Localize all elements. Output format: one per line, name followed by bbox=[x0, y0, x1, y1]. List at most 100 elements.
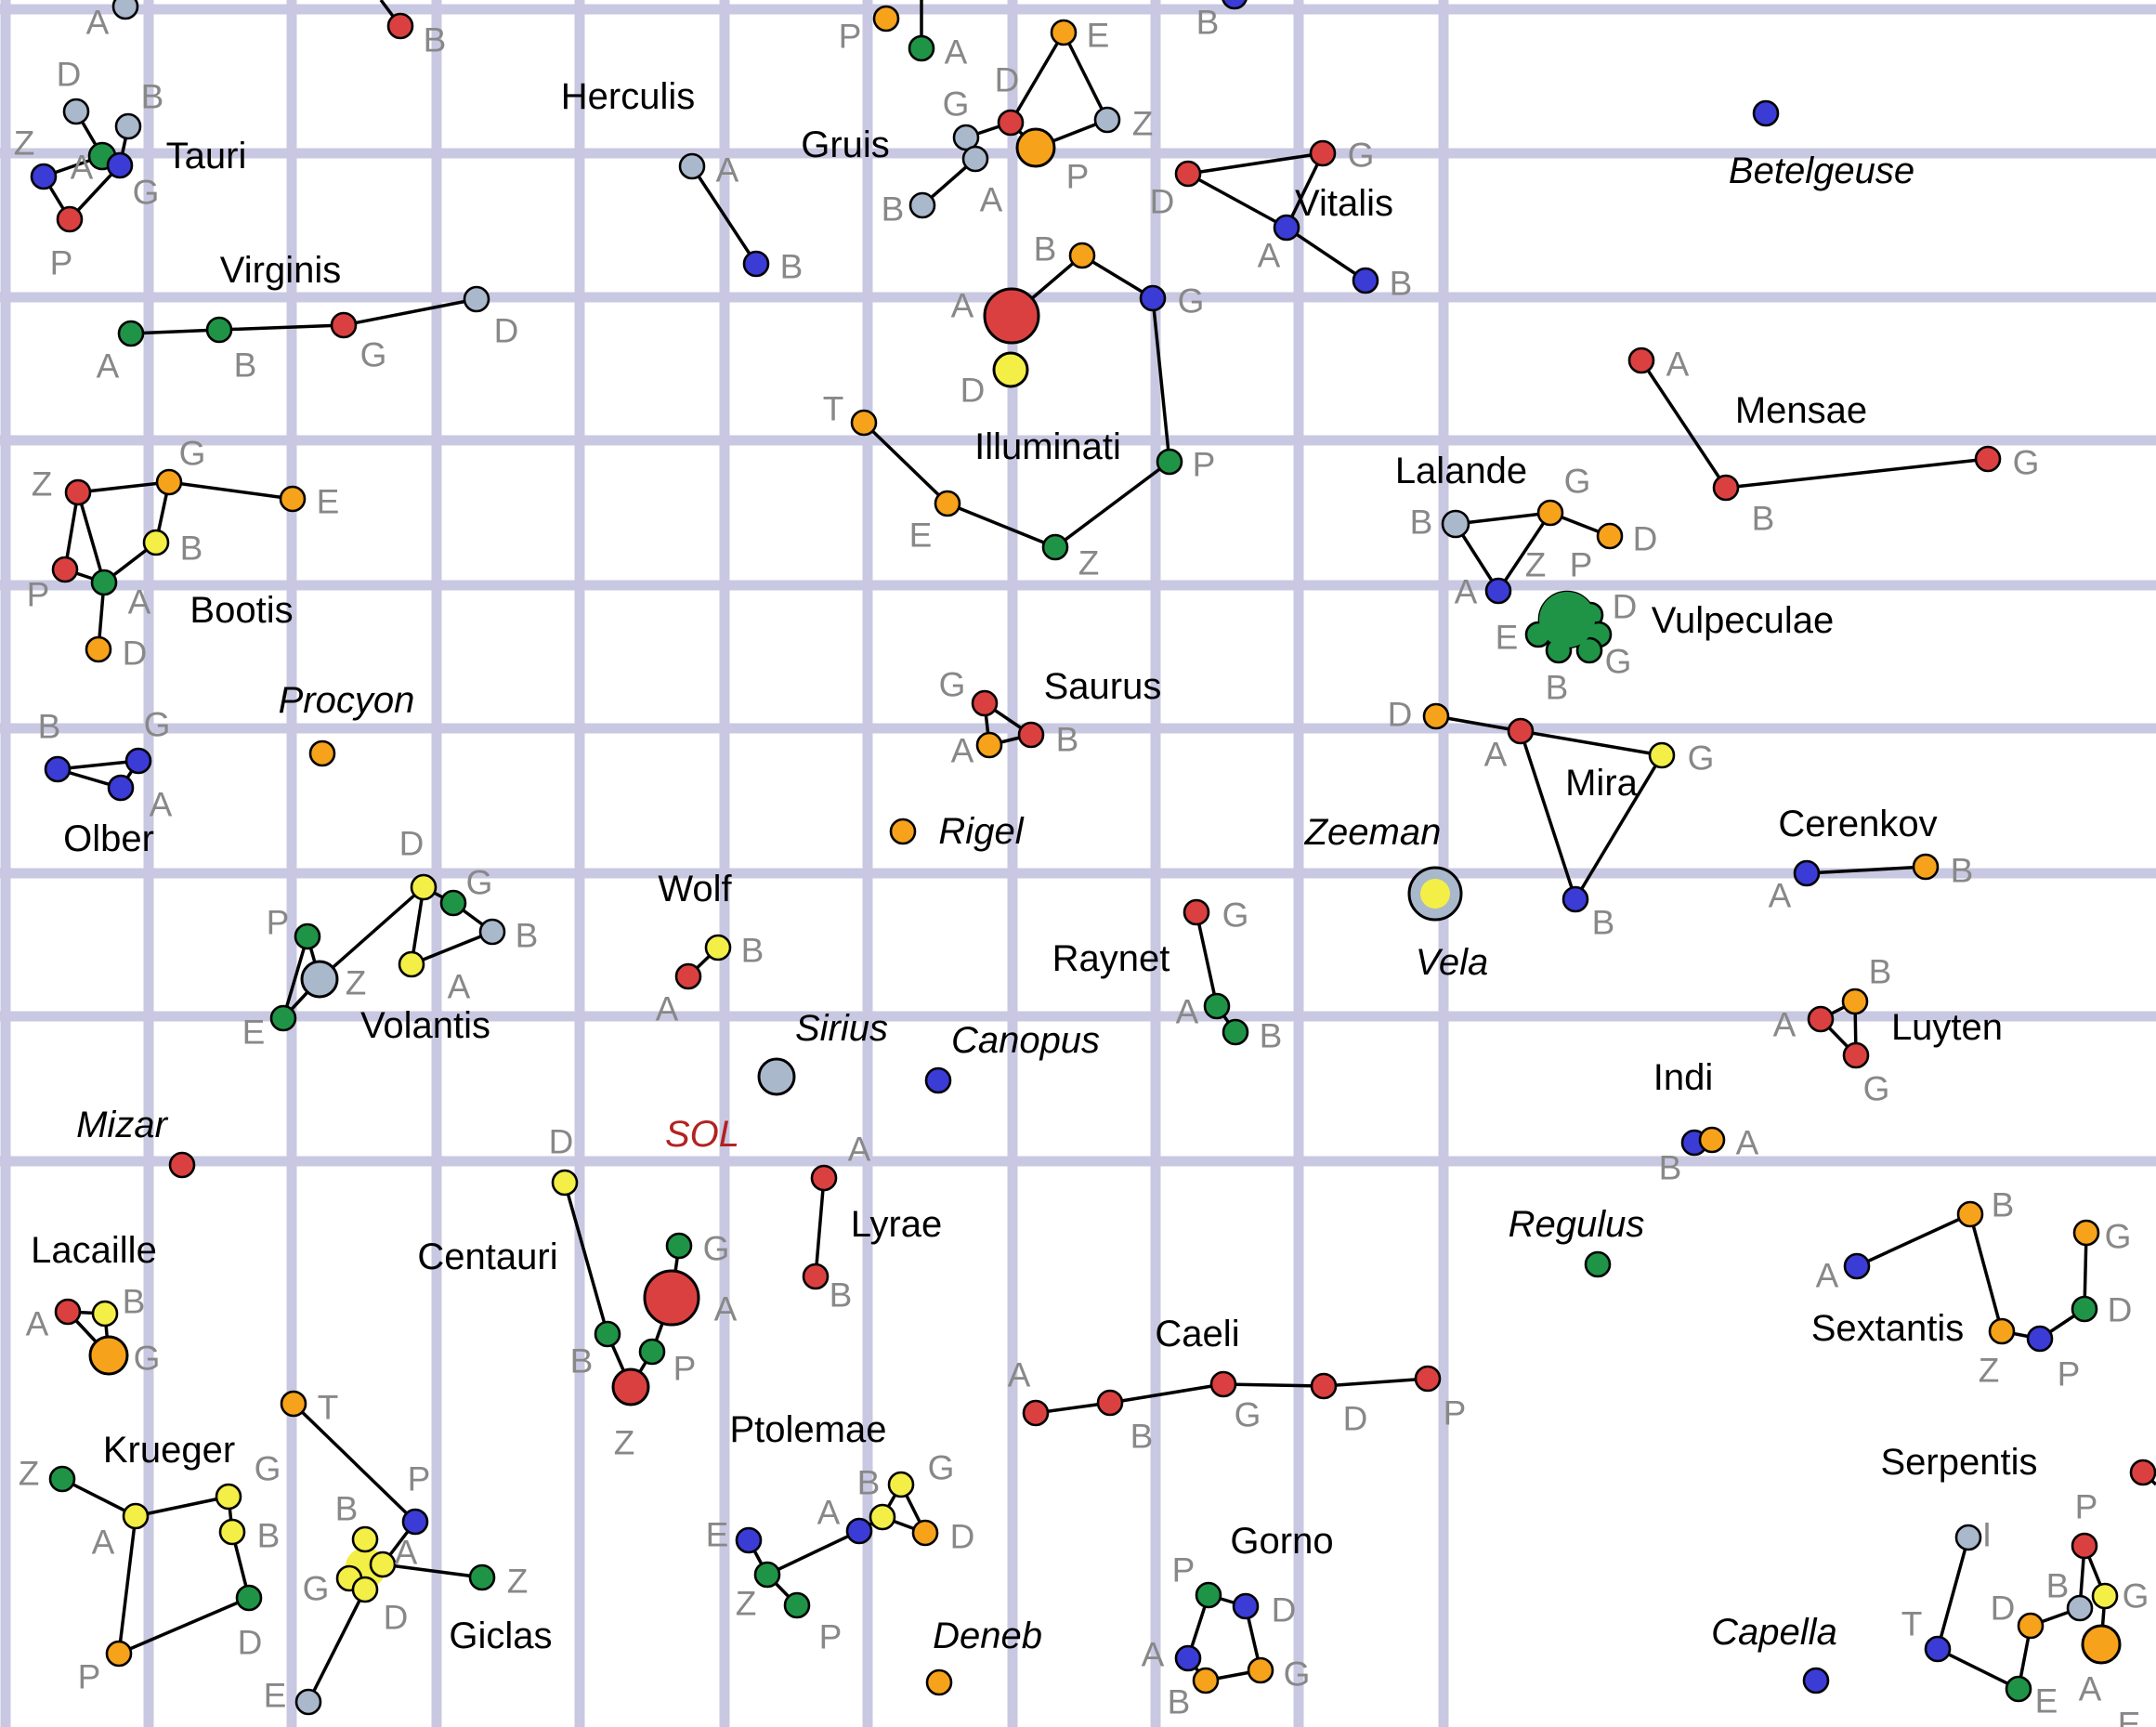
krueger-star-g[interactable] bbox=[215, 1483, 242, 1511]
sextantis-star-d[interactable] bbox=[2071, 1295, 2098, 1323]
sextantis-star-g[interactable] bbox=[2072, 1219, 2100, 1247]
serpentis-star-i[interactable] bbox=[1954, 1524, 1982, 1551]
edge-star-0[interactable] bbox=[111, 0, 139, 20]
giclas-star-d[interactable] bbox=[351, 1576, 379, 1603]
caeli-star-g[interactable] bbox=[1209, 1370, 1237, 1398]
virginis-star-g[interactable] bbox=[330, 311, 358, 339]
giclas-star-t[interactable] bbox=[280, 1390, 307, 1418]
edge-star-1[interactable] bbox=[386, 12, 414, 40]
krueger-star-z[interactable] bbox=[48, 1465, 76, 1493]
caeli-star-b[interactable] bbox=[1096, 1389, 1124, 1417]
tauri-star-g[interactable] bbox=[106, 151, 134, 179]
illuminati-star-a[interactable] bbox=[983, 287, 1040, 345]
gorno-star-g[interactable] bbox=[1247, 1656, 1274, 1684]
centauri-star-a[interactable] bbox=[643, 1269, 700, 1327]
illuminati-star-e[interactable] bbox=[934, 490, 961, 517]
tauri-star-d[interactable] bbox=[62, 98, 90, 125]
gruis-star-p[interactable] bbox=[1015, 127, 1056, 168]
raynet-star-a[interactable] bbox=[1203, 992, 1231, 1020]
mira-star-d[interactable] bbox=[1422, 702, 1450, 730]
centauri-star-z[interactable] bbox=[611, 1367, 650, 1406]
sextantis-star-b[interactable] bbox=[1956, 1200, 1984, 1228]
sextantis-star-p[interactable] bbox=[2026, 1325, 2054, 1353]
gruis-star-b[interactable] bbox=[908, 191, 936, 219]
star-regulus[interactable] bbox=[1584, 1250, 1612, 1278]
wolf-star-a[interactable] bbox=[674, 962, 702, 990]
virginis-star-a[interactable] bbox=[117, 320, 145, 347]
krueger-star-b[interactable] bbox=[218, 1518, 246, 1546]
herculis-star-a[interactable] bbox=[678, 152, 706, 180]
star-rigel[interactable] bbox=[889, 818, 917, 845]
centauri-star-g[interactable] bbox=[665, 1232, 693, 1260]
cerenkov-star-b[interactable] bbox=[1912, 853, 1940, 881]
raynet-star-g[interactable] bbox=[1183, 898, 1210, 926]
olber-star-b[interactable] bbox=[44, 755, 72, 783]
edge-star-2[interactable] bbox=[872, 5, 900, 33]
gruis-star-a[interactable] bbox=[961, 145, 989, 173]
mensae-star-g[interactable] bbox=[1974, 445, 2002, 473]
illuminati-star-t[interactable] bbox=[850, 409, 878, 437]
serpentis-star-a[interactable] bbox=[2081, 1624, 2122, 1665]
olber-star-g[interactable] bbox=[124, 747, 152, 775]
centauri-star-p[interactable] bbox=[638, 1338, 666, 1366]
serpentis-star-g[interactable] bbox=[2091, 1582, 2119, 1610]
star-canopus[interactable] bbox=[924, 1066, 952, 1094]
illuminati-star-b[interactable] bbox=[1068, 242, 1096, 269]
tauri-star-b[interactable] bbox=[114, 112, 142, 140]
serpentis-star-d[interactable] bbox=[2017, 1612, 2045, 1640]
luyten-star-a[interactable] bbox=[1807, 1005, 1835, 1033]
giclas-star-e[interactable] bbox=[294, 1688, 322, 1716]
krueger-star-p[interactable] bbox=[105, 1640, 133, 1668]
gorno-star-p[interactable] bbox=[1195, 1581, 1222, 1609]
illuminati-star-g[interactable] bbox=[1139, 284, 1167, 312]
lalande-star-d[interactable] bbox=[1596, 522, 1624, 550]
mensae-star-a[interactable] bbox=[1627, 347, 1655, 374]
gorno-star-d[interactable] bbox=[1232, 1592, 1260, 1620]
illuminati-star-z[interactable] bbox=[1041, 533, 1069, 561]
serpentis-star-p[interactable] bbox=[2071, 1532, 2098, 1560]
tauri-star-p[interactable] bbox=[56, 205, 84, 233]
mira-star-g[interactable] bbox=[1648, 741, 1676, 769]
lalande-star-a[interactable] bbox=[1484, 577, 1512, 605]
gorno-star-b[interactable] bbox=[1192, 1667, 1220, 1694]
volantis-star-z[interactable] bbox=[300, 960, 339, 999]
volantis-star-g[interactable] bbox=[439, 889, 467, 917]
vitalis-star-a[interactable] bbox=[1273, 214, 1300, 242]
star-deneb[interactable] bbox=[925, 1668, 953, 1696]
volantis-star-d[interactable] bbox=[410, 873, 438, 901]
lyrae-star-b[interactable] bbox=[802, 1263, 830, 1290]
wolf-star-b[interactable] bbox=[704, 934, 732, 962]
sextantis-star-z[interactable] bbox=[1988, 1317, 2016, 1345]
ptolemae-star-d[interactable] bbox=[911, 1519, 939, 1547]
vitalis-star-g[interactable] bbox=[1309, 139, 1337, 167]
virginis-star-b[interactable] bbox=[205, 316, 233, 344]
lacaille-star-b[interactable] bbox=[91, 1300, 119, 1328]
lyrae-star-a[interactable] bbox=[810, 1164, 838, 1192]
volantis-star-e[interactable] bbox=[269, 1004, 297, 1032]
volantis-star-b[interactable] bbox=[478, 918, 506, 946]
bootis-star-p[interactable] bbox=[51, 556, 79, 583]
bootis-star-d[interactable] bbox=[85, 635, 112, 663]
bootis-star-g[interactable] bbox=[155, 468, 183, 496]
edge-star-5[interactable] bbox=[2129, 1459, 2156, 1486]
raynet-star-b[interactable] bbox=[1222, 1018, 1249, 1046]
illuminati-star-d[interactable] bbox=[992, 351, 1029, 388]
ptolemae-star-a[interactable] bbox=[845, 1517, 873, 1545]
centauri-star-b[interactable] bbox=[594, 1320, 621, 1348]
caeli-star-d[interactable] bbox=[1310, 1372, 1338, 1400]
serpentis-star-b[interactable] bbox=[2066, 1594, 2094, 1622]
serpentis-star-t[interactable] bbox=[1924, 1635, 1952, 1663]
vitalis-star-d[interactable] bbox=[1174, 160, 1202, 188]
gruis-star-e[interactable] bbox=[1050, 19, 1078, 46]
tauri-star-z[interactable] bbox=[30, 163, 58, 190]
cerenkov-star-a[interactable] bbox=[1793, 859, 1821, 887]
star-mizar[interactable] bbox=[168, 1151, 196, 1179]
vitalis-star-b[interactable] bbox=[1352, 267, 1379, 294]
gruis-star-d[interactable] bbox=[997, 109, 1025, 137]
indi-star-a[interactable] bbox=[1698, 1126, 1726, 1154]
ptolemae-star-b[interactable] bbox=[869, 1503, 896, 1531]
caeli-star-p[interactable] bbox=[1414, 1365, 1442, 1393]
saurus-star-g[interactable] bbox=[971, 689, 999, 717]
lacaille-star-g[interactable] bbox=[88, 1335, 129, 1376]
virginis-star-d[interactable] bbox=[463, 285, 490, 313]
